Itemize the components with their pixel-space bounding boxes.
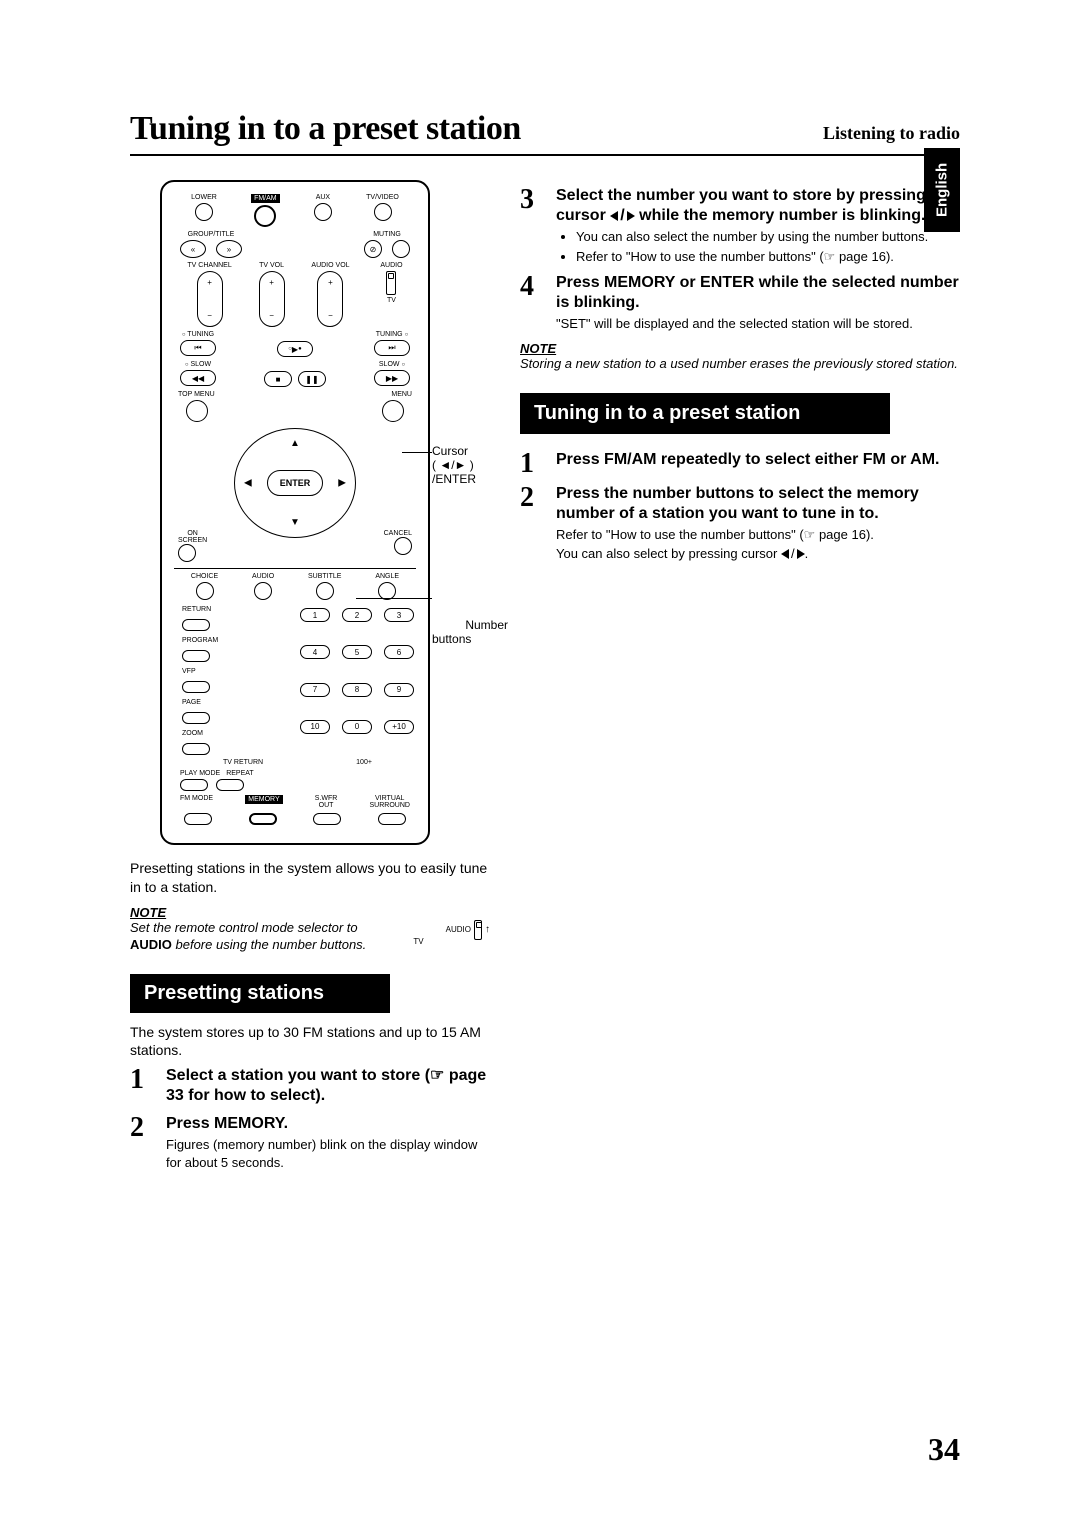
banner-presetting: Presetting stations [130,974,390,1013]
num-p10: +10 [384,720,414,734]
step-3-title: Select the number you want to store by p… [556,186,960,226]
lbl-slow-l: ○ SLOW [185,361,211,368]
banner-tuning: Tuning in to a preset station [520,393,890,434]
page-number: 34 [928,1431,960,1468]
tune-step-2-p2: You can also select by pressing cursor /… [556,545,960,563]
lbl-audio-btn: AUDIO [252,573,274,580]
step-4-title: Press MEMORY or ENTER while the selected… [556,273,960,313]
tune-step-1-title: Press FM/AM repeatedly to select either … [556,450,960,470]
step-num-2: 2 [130,1114,156,1142]
tune-step-2-title: Press the number buttons to select the m… [556,484,960,524]
preset-step-1: 1 Select a station you want to store (☞ … [130,1066,490,1108]
step-2-text: Figures (memory number) blink on the dis… [166,1136,490,1171]
note-text-right: Storing a new station to a used number e… [520,356,960,373]
note-label-left: NOTE [130,905,490,920]
step-num-4: 4 [520,273,546,301]
btn-tvvideo-lbl: TV/VIDEO [366,194,399,201]
btn-fmam-lbl: FM/AM [251,194,280,203]
callout-number-buttons: Number buttons [432,590,522,660]
step-num-3: 3 [520,186,546,214]
btn-aux-lbl: AUX [316,194,330,201]
intro-text: Presetting stations in the system allows… [130,859,490,897]
lbl-return: RETURN [182,606,211,613]
num-6: 6 [384,645,414,659]
lbl-subtitle: SUBTITLE [308,573,341,580]
dpad: ENTER ▲ ▼ ◀ ▶ [220,428,370,538]
number-pad: 1 2 3 4 5 6 7 8 9 10 0 +10 [300,608,414,753]
num-10: 10 [300,720,330,734]
lbl-play-mode: PLAY MODE [180,770,220,777]
note-label-right: NOTE [520,341,960,356]
lbl-on-screen: ON SCREEN [178,530,207,544]
presetting-intro: The system stores up to 30 FM stations a… [130,1023,490,1061]
num-7: 7 [300,683,330,697]
lbl-tv-return: TV RETURN [218,759,268,766]
tune-step-1: 1 Press FM/AM repeatedly to select eithe… [520,450,960,478]
lbl-repeat: REPEAT [226,770,254,777]
lbl-zoom: ZOOM [182,730,203,737]
btn-lower-lbl: LOWER [191,194,217,201]
lbl-fm-mode: FM MODE [180,795,213,802]
lbl-tuning-r: TUNING ○ [376,331,408,338]
lbl-vfp: VFP [182,668,196,675]
lbl-swfr-out: S.WFR OUT [315,795,338,809]
tune-step-num-1: 1 [520,450,546,478]
num-9: 9 [384,683,414,697]
num-3: 3 [384,608,414,622]
step-3-bullet-1: You can also select the number by using … [576,228,960,246]
lbl-audiovol: AUDIO VOL [311,262,349,269]
lbl-angle: ANGLE [375,573,399,580]
preset-step-3: 3 Select the number you want to store by… [520,186,960,267]
callout-cursor: Cursor ( ◄/► ) /ENTER [432,444,522,486]
lbl-memory: MEMORY [245,795,282,804]
language-tab: English [924,148,960,232]
page-title: Tuning in to a preset station [130,110,521,148]
step-num-1: 1 [130,1066,156,1094]
num-5: 5 [342,645,372,659]
step-1-title: Select a station you want to store (☞ pa… [166,1066,490,1106]
lbl-choice: CHOICE [191,573,218,580]
lbl-program: PROGRAM [182,637,218,644]
num-8: 8 [342,683,372,697]
lbl-virtual-surround: VIRTUAL SURROUND [370,795,410,809]
lbl-muting: MUTING [373,231,401,238]
step-3-bullet-2: Refer to "How to use the number buttons"… [576,248,960,266]
remote-diagram: LOWER FM/AM AUX TV/VIDEO GROUP/TITLE «» … [160,180,430,845]
num-2: 2 [342,608,372,622]
note-text-left: Set the remote control mode selector to … [130,920,490,954]
lbl-page: PAGE [182,699,201,706]
lbl-top-menu: TOP MENU [178,391,215,398]
lbl-tvvol: TV VOL [259,262,284,269]
tune-step-num-2: 2 [520,484,546,512]
lbl-tvchannel: TV CHANNEL [187,262,231,269]
lbl-100plus: 100+ [356,759,372,766]
lbl-menu: MENU [391,391,412,398]
lbl-tuning-l: ○ TUNING [182,331,214,338]
num-1: 1 [300,608,330,622]
lbl-slow-r: SLOW ○ [379,361,405,368]
step-4-text: "SET" will be displayed and the selected… [556,315,960,333]
lbl-group-title: GROUP/TITLE [188,231,235,238]
preset-step-2: 2 Press MEMORY. Figures (memory number) … [130,1114,490,1171]
lbl-cancel: CANCEL [384,530,412,537]
step-2-title: Press MEMORY. [166,1114,490,1134]
enter-button: ENTER [267,470,323,496]
lbl-tv-sw: TV [387,297,396,304]
section-title: Listening to radio [823,123,960,144]
tune-step-2-p1: Refer to "How to use the number buttons"… [556,526,960,544]
num-4: 4 [300,645,330,659]
num-0: 0 [342,720,372,734]
tune-step-2: 2 Press the number buttons to select the… [520,484,960,563]
lbl-audio-sw: AUDIO [380,262,402,269]
preset-step-4: 4 Press MEMORY or ENTER while the select… [520,273,960,333]
